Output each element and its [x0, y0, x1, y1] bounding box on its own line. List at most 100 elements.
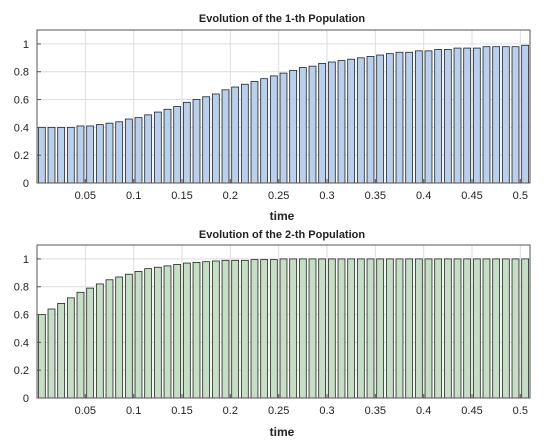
ticks: 0 0.2 0.4 0.6 0.8 1 0.05 0.1 0.15 0.2 0.25 0.3 0.35 0…: [14, 39, 528, 202]
bar: [95, 283, 104, 399]
bar: [463, 258, 472, 399]
x-tick-label: 0.2: [223, 190, 238, 202]
bar: [124, 118, 133, 184]
bar: [472, 47, 481, 184]
bar: [434, 258, 443, 399]
x-tick-label: 0.3: [319, 405, 334, 417]
bar: [153, 266, 162, 399]
bar: [37, 314, 46, 399]
bars: [37, 258, 530, 399]
bar: [511, 258, 520, 399]
bar: [47, 308, 56, 399]
x-tick-label: 0.15: [171, 405, 192, 417]
bar: [260, 78, 269, 184]
bar: [366, 258, 375, 399]
x-tick-label: 0.05: [75, 190, 96, 202]
x-tick-label: 0.3: [319, 190, 334, 202]
bar: [115, 276, 124, 399]
x-tick-label: 0.45: [461, 405, 482, 417]
bar: [144, 268, 153, 399]
bar: [492, 46, 501, 184]
bar: [240, 83, 249, 184]
chart-bottom-population-2: Evolution of the 2-th Population time 00…: [14, 229, 531, 439]
bar: [250, 259, 259, 399]
y-tick-label: 0: [23, 178, 29, 190]
x-axis-label: time: [270, 209, 295, 223]
bar: [347, 258, 356, 399]
y-tick-label: 1: [23, 254, 29, 266]
bar: [395, 51, 404, 184]
bar: [66, 126, 75, 184]
y-tick-label: 0.2: [14, 150, 29, 162]
bar: [211, 260, 220, 399]
bar: [289, 258, 298, 399]
x-tick-label: 0.4: [416, 190, 431, 202]
x-tick-label: 0.2: [223, 405, 238, 417]
bar: [463, 47, 472, 184]
y-tick-label: 0.8: [14, 67, 29, 79]
y-tick-label: 0.2: [14, 365, 29, 377]
bar: [492, 258, 501, 399]
bar: [86, 287, 95, 399]
bar: [414, 258, 423, 399]
bar: [173, 106, 182, 184]
bar: [521, 44, 530, 184]
y-tick-label: 0.8: [14, 282, 29, 294]
bar: [76, 125, 85, 184]
x-tick-label: 0.05: [75, 405, 96, 417]
bar: [405, 258, 414, 399]
bar: [124, 273, 133, 399]
y-tick-label: 0: [23, 393, 29, 405]
bar: [95, 124, 104, 184]
bar: [47, 126, 56, 184]
bar: [298, 67, 307, 184]
x-tick-label: 0.35: [365, 405, 386, 417]
bar: [76, 291, 85, 399]
bar: [356, 57, 365, 184]
bar: [231, 86, 240, 184]
bar: [260, 259, 269, 399]
x-tick-label: 0.25: [268, 405, 289, 417]
y-tick-label: 0.6: [14, 310, 29, 322]
bar: [318, 62, 327, 184]
bar: [182, 101, 191, 184]
bar: [501, 46, 510, 184]
bar: [221, 89, 230, 184]
bar: [66, 297, 75, 399]
x-tick-label: 0.35: [365, 190, 386, 202]
bar: [279, 72, 288, 184]
bar: [134, 117, 143, 184]
bar: [327, 61, 336, 184]
bar: [192, 99, 201, 184]
bar: [443, 49, 452, 184]
bar: [424, 50, 433, 184]
bar: [269, 259, 278, 399]
bar: [376, 258, 385, 399]
bar: [211, 93, 220, 184]
bar: [327, 258, 336, 399]
bar: [269, 75, 278, 184]
x-tick-label: 0.5: [513, 405, 528, 417]
x-tick-label: 0.45: [461, 190, 482, 202]
bar: [414, 50, 423, 184]
bar: [443, 258, 452, 399]
axes-box: [36, 29, 531, 184]
bar: [202, 261, 211, 399]
bar: [221, 259, 230, 399]
y-tick-label: 0.6: [14, 95, 29, 107]
bar: [308, 65, 317, 184]
bar: [105, 122, 114, 184]
bar: [279, 258, 288, 399]
bar: [424, 258, 433, 399]
bar: [57, 126, 66, 184]
x-tick-label: 0.15: [171, 190, 192, 202]
bar: [482, 258, 491, 399]
bars: [37, 44, 530, 184]
bar: [153, 111, 162, 184]
x-tick-label: 0.1: [126, 190, 141, 202]
bar: [337, 258, 346, 399]
bar: [482, 46, 491, 184]
bar: [231, 259, 240, 399]
y-tick-label: 0.4: [14, 122, 29, 134]
